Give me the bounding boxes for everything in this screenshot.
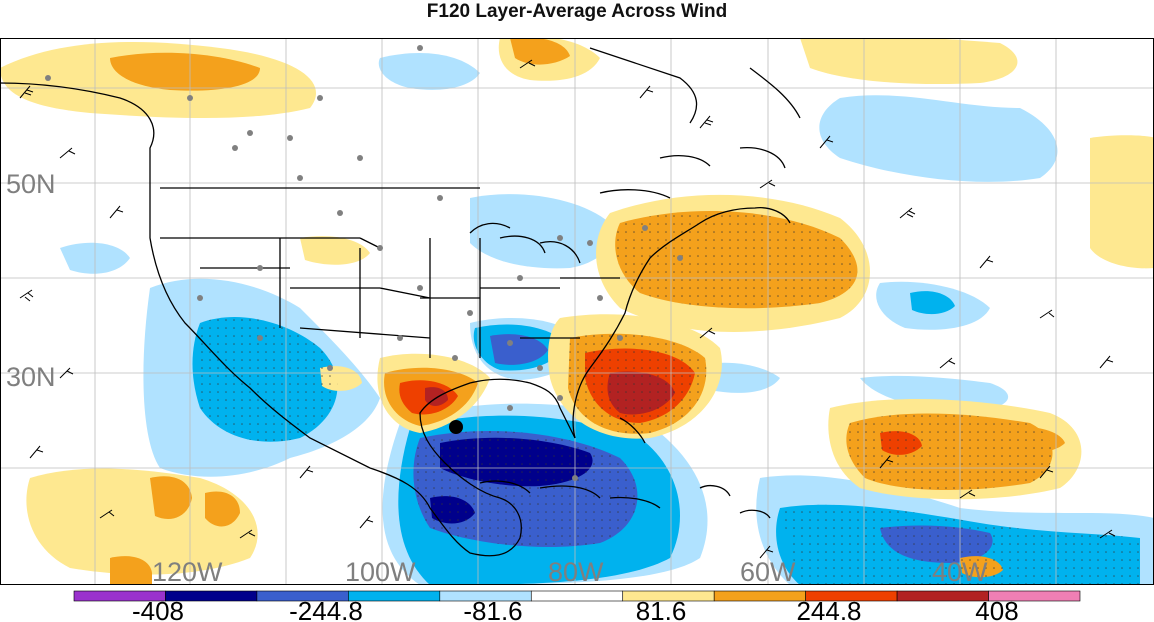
colorbar-label-408: 408 — [975, 596, 1018, 622]
coastlines — [0, 47, 801, 557]
lon-label-100w: 100W — [345, 557, 416, 585]
map-title: F120 Layer-Average Across Wind — [426, 1, 728, 22]
station-dots — [45, 45, 683, 481]
colorbar-label-244-8: 244.8 — [796, 596, 861, 622]
lat-label-50n: 50N — [6, 169, 56, 199]
location-marker — [449, 420, 463, 434]
colorbar-box — [988, 590, 1081, 602]
colorbar-label-neg408: -408 — [132, 596, 184, 622]
lon-label-40w: 40W — [932, 557, 988, 585]
colorbar-label-neg81-6: -81.6 — [463, 596, 522, 622]
lon-label-80w: 80W — [548, 557, 604, 585]
colorbar-label-81-6: 81.6 — [636, 596, 687, 622]
wind-barbs — [19, 59, 1116, 559]
colorbar: -408 -244.8 -81.6 81.6 244.8 408 — [73, 590, 1081, 622]
colorbar-boxes — [73, 590, 1081, 602]
lat-label-30n: 30N — [6, 362, 56, 392]
lon-label-60w: 60W — [740, 557, 796, 585]
map-panel: 50N 30N 120W 100W 80W 60W 40W — [0, 38, 1154, 585]
colorbar-label-neg244-8: -244.8 — [289, 596, 363, 622]
colorbar-box — [530, 590, 624, 602]
graticule — [0, 38, 1154, 585]
lon-label-120w: 120W — [152, 557, 223, 585]
colorbar-box — [713, 590, 806, 602]
